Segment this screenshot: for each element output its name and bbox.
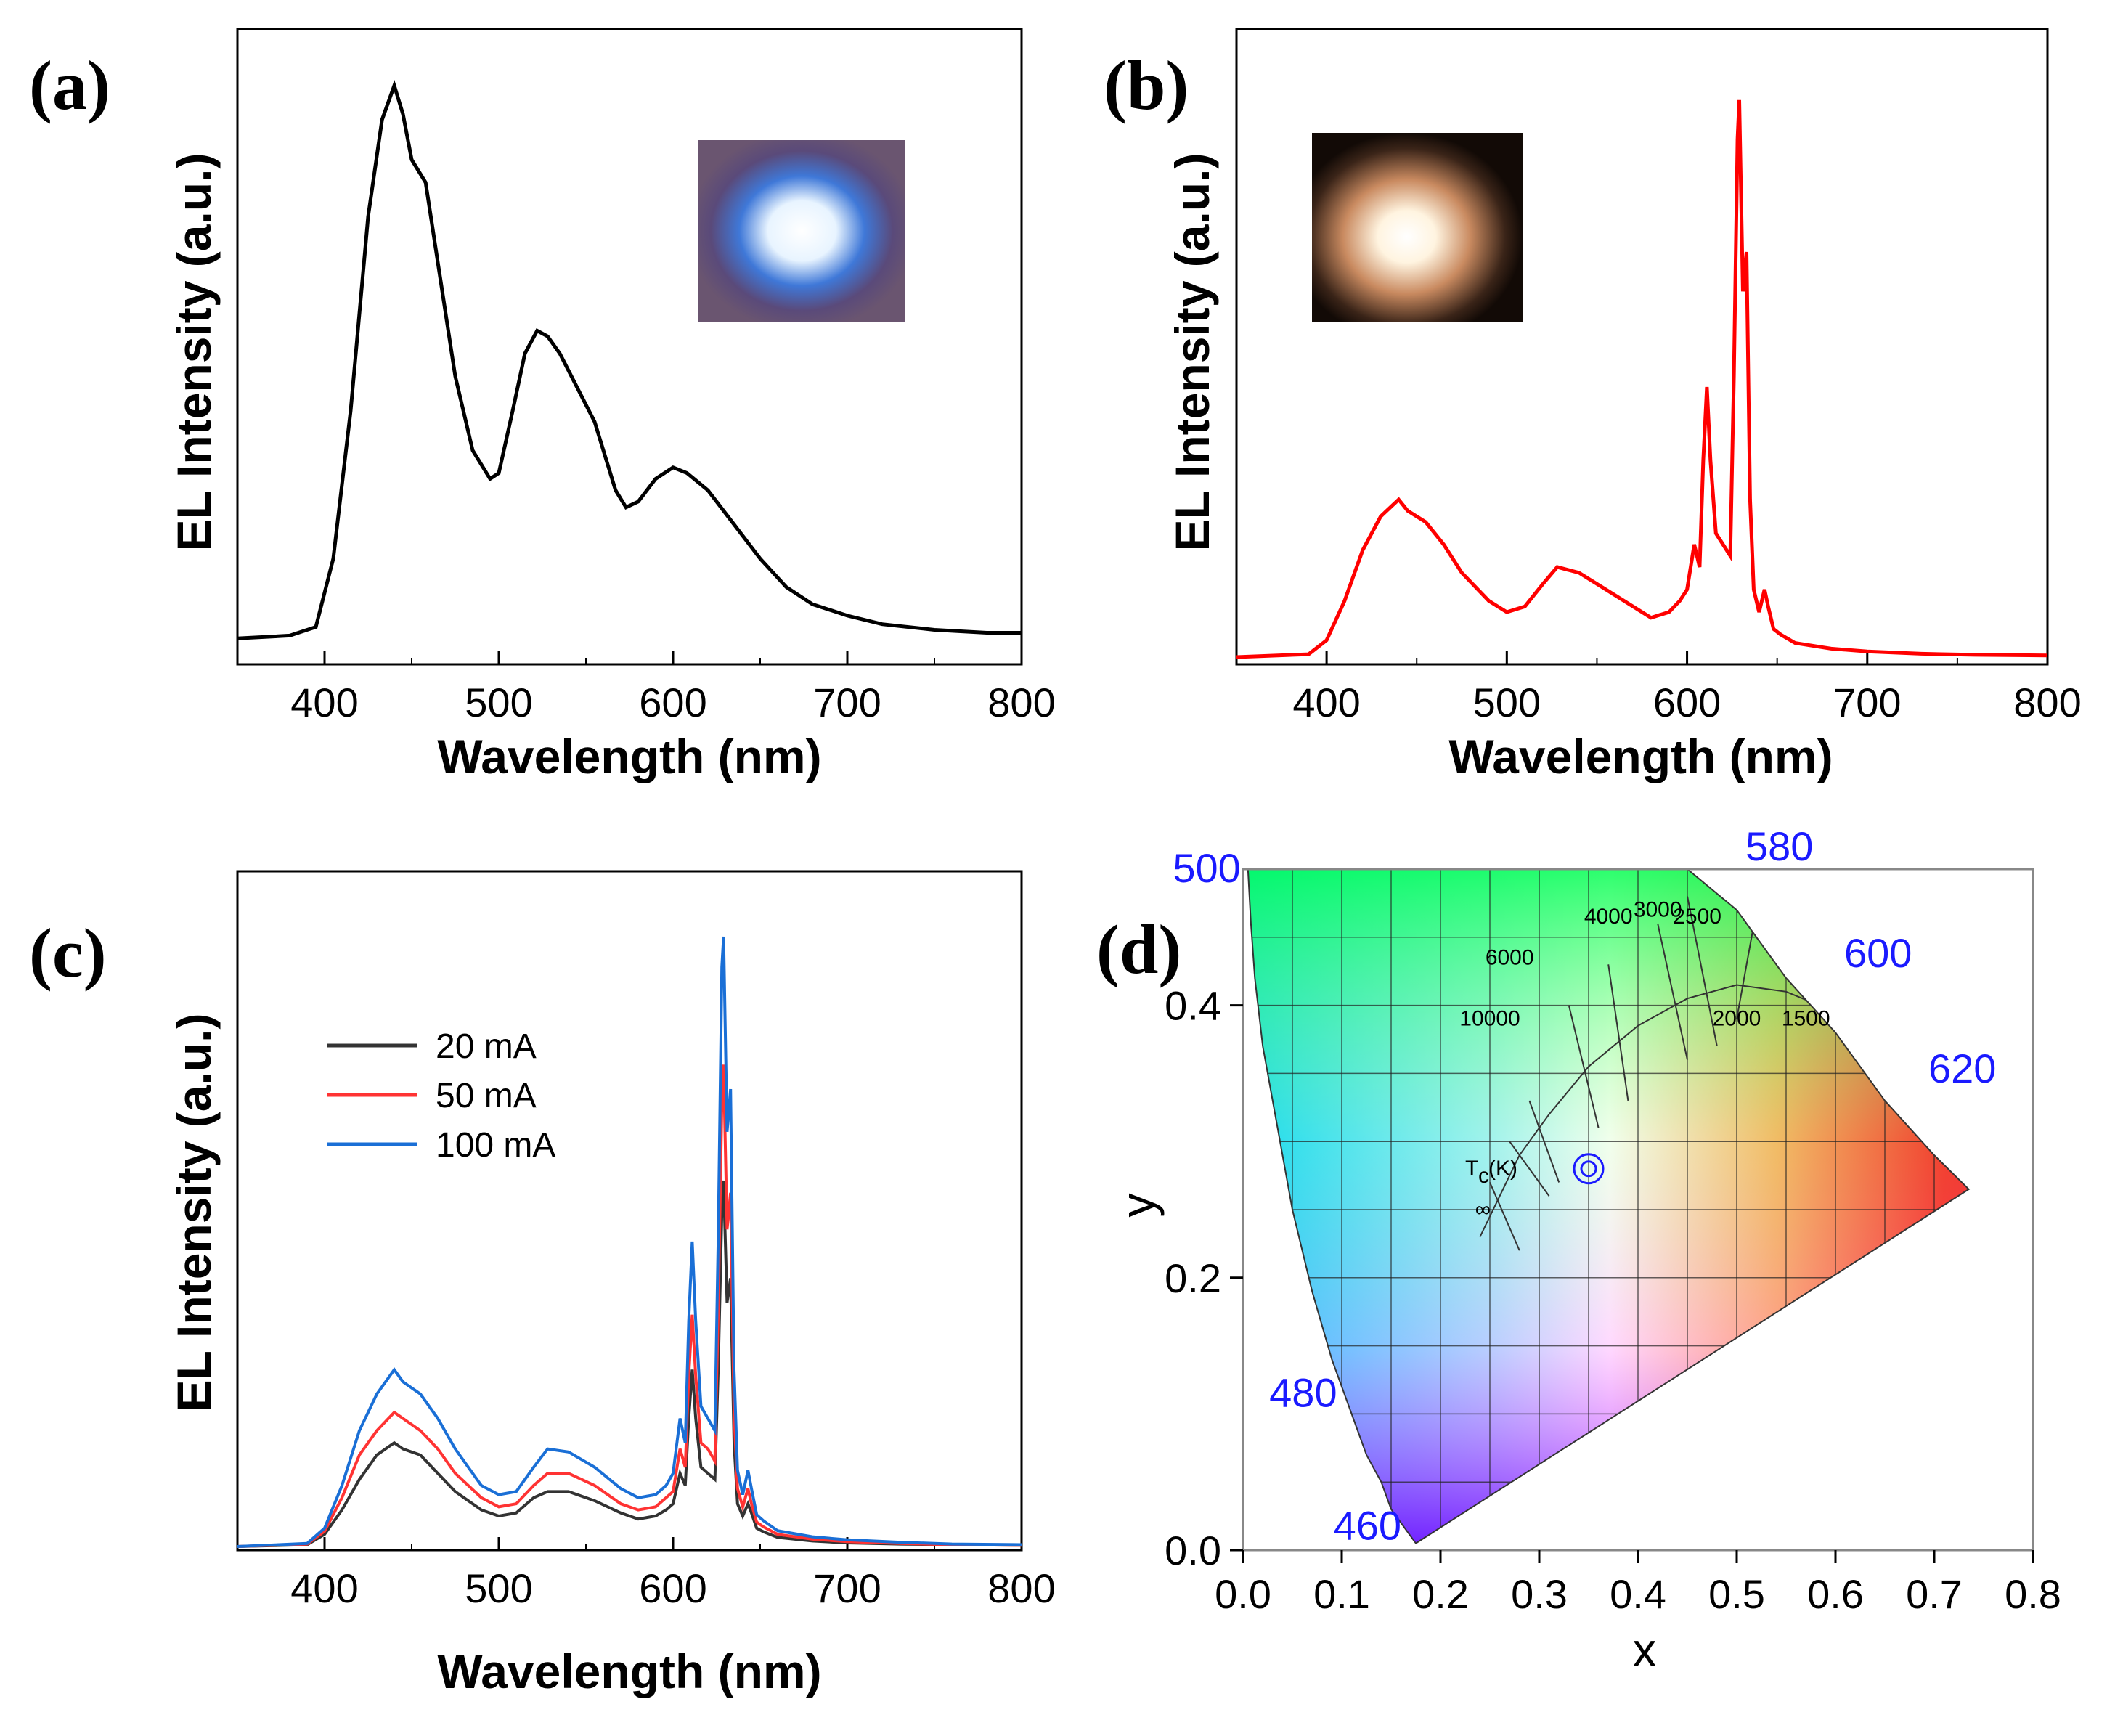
tc-unit: (K)	[1488, 1157, 1517, 1181]
x-tick-label: 500	[465, 1565, 532, 1611]
legend-label: 20 mA	[436, 1027, 537, 1066]
x-tick-label: 500	[465, 680, 532, 725]
x-tick-label: 700	[813, 1565, 881, 1611]
panel-a-x-axis-title: Wavelength (nm)	[437, 730, 821, 783]
panel-d-y-axis-title: y	[1111, 1194, 1165, 1218]
wavelength-label: 580	[1745, 823, 1813, 869]
isotherm-line	[1528, 1100, 1560, 1183]
panel-c-y-axis-title: EL Intensity (a.u.)	[167, 1014, 221, 1412]
cct-label: 4000	[1584, 905, 1633, 929]
x-tick-label: 0.3	[1511, 1571, 1568, 1617]
isotherm-line	[1657, 923, 1688, 1060]
wavelength-label: 600	[1844, 930, 1912, 976]
panel-a-inset-photo	[698, 140, 905, 322]
panel-d-cie-diagram: 0.0 0.1 0.2 0.3 0.4 0.5 0.6 0.7 0.8 0.0 0.2 0.4 500…	[1111, 823, 2061, 1676]
wavelength-label: 620	[1928, 1046, 1996, 1091]
x-tick-label: 600	[639, 680, 706, 725]
panel-d-x-axis-title: x	[1633, 1623, 1657, 1676]
cie-point-inner	[1580, 1160, 1597, 1178]
panel-a-spectrum-line	[237, 79, 1022, 640]
cie-coordinate-marker	[1573, 1153, 1605, 1185]
series-line-50-mA	[237, 1064, 1022, 1548]
y-tick-label: 0.2	[1165, 1255, 1221, 1301]
x-tick-label: 400	[1292, 680, 1360, 725]
x-tick-label: 800	[987, 680, 1055, 725]
cct-label: 10000	[1459, 1007, 1520, 1031]
isotherm-line	[1687, 896, 1718, 1047]
wavelength-label: 460	[1334, 1503, 1401, 1549]
isotherm-line	[1607, 964, 1629, 1101]
y-tick-label: 0.4	[1165, 983, 1221, 1029]
panel-b-y-axis-title: EL Intensity (a.u.)	[1165, 153, 1219, 552]
x-tick-label: 400	[290, 680, 358, 725]
panel-a-frame	[236, 28, 1023, 666]
infinity-label: ∞	[1475, 1197, 1491, 1221]
legend-label: 50 mA	[436, 1077, 537, 1115]
cie-wavelength-labels: 500 580 600 620 480 460	[1173, 823, 1996, 1549]
panel-c-x-axis-title: Wavelength (nm)	[437, 1645, 821, 1698]
series-line-20-mA	[237, 1180, 1022, 1548]
panel-label-c: (c)	[29, 914, 107, 992]
x-tick-label: 0.4	[1610, 1571, 1666, 1617]
panel-label-d: (d)	[1096, 910, 1181, 988]
isotherm-line	[1489, 1182, 1520, 1251]
legend-label: 100 mA	[436, 1126, 555, 1165]
x-tick-label: 400	[290, 1565, 358, 1611]
wavelength-label: 500	[1173, 845, 1240, 891]
isotherm-line	[1509, 1141, 1550, 1197]
tc-subscript: c	[1478, 1164, 1489, 1188]
x-tick-label: 500	[1473, 680, 1541, 725]
x-tick-label: 700	[1833, 680, 1901, 725]
panel-a-x-ticks: 400 500 600 700 800	[237, 651, 1056, 725]
panel-c-x-ticks: 400 500 600 700 800	[237, 1537, 1056, 1611]
x-tick-label: 0.6	[1807, 1571, 1864, 1617]
y-tick-label: 0.0	[1165, 1528, 1221, 1573]
cct-label: 2500	[1673, 905, 1721, 929]
x-tick-label: 0.7	[1906, 1571, 1963, 1617]
x-tick-label: 0.8	[2005, 1571, 2061, 1617]
cct-label: 6000	[1486, 945, 1534, 969]
x-tick-label: 0.2	[1412, 1571, 1469, 1617]
x-tick-label: 0.5	[1708, 1571, 1765, 1617]
x-tick-label: 700	[813, 680, 881, 725]
cie-color-overlay	[1247, 869, 1969, 1544]
panel-b-x-axis-title: Wavelength (nm)	[1448, 730, 1833, 783]
panel-a-y-axis-title: EL Intensity (a.u.)	[167, 153, 221, 552]
panel-label-a: (a)	[29, 46, 110, 124]
cct-label: 3000	[1634, 898, 1682, 922]
panel-label-b: (b)	[1104, 46, 1189, 124]
x-tick-label: 0.1	[1313, 1571, 1370, 1617]
x-tick-label: 800	[2013, 680, 2081, 725]
x-tick-label: 800	[987, 1565, 1055, 1611]
cct-label: 1500	[1782, 1007, 1830, 1031]
panel-c-chart: 400 500 600 700 800 20 mA 50 mA 100 mA Wavelen…	[167, 870, 1056, 1698]
wavelength-label: 480	[1269, 1369, 1337, 1415]
series-line-100-mA	[237, 936, 1022, 1548]
panel-c-series-lines	[237, 936, 1022, 1548]
panel-c-frame	[236, 870, 1023, 1552]
planckian-curve	[1479, 984, 1836, 1237]
panel-d-ticks: 0.0 0.1 0.2 0.3 0.4 0.5 0.6 0.7 0.8 0.0 0.2 0.4	[1165, 983, 2061, 1617]
isotherm-line	[1568, 1005, 1600, 1128]
tc-label: T	[1465, 1157, 1478, 1181]
cct-label: 2000	[1713, 1007, 1761, 1031]
cie-planckian-locus	[1479, 896, 1836, 1251]
cie-point-outer	[1573, 1153, 1605, 1185]
panel-b-x-ticks: 400 500 600 700 800	[1236, 651, 2082, 725]
x-tick-label: 600	[1653, 680, 1721, 725]
panel-b-spectrum-line	[1236, 99, 2048, 659]
panel-a-chart: 400 500 600 700 800 Wavelength (nm) EL Inten…	[167, 28, 1056, 783]
x-tick-label: 0.0	[1215, 1571, 1271, 1617]
x-tick-label: 600	[639, 1565, 706, 1611]
cie-locus-outline	[1247, 868, 1971, 1544]
panel-b-frame	[1235, 28, 2049, 666]
panel-b-inset-photo	[1312, 133, 1523, 322]
panel-c-legend: 20 mA 50 mA 100 mA	[327, 1027, 555, 1165]
panel-b-chart: 400 500 600 700 800 Wavelength (nm) EL Inten…	[1165, 28, 2082, 783]
